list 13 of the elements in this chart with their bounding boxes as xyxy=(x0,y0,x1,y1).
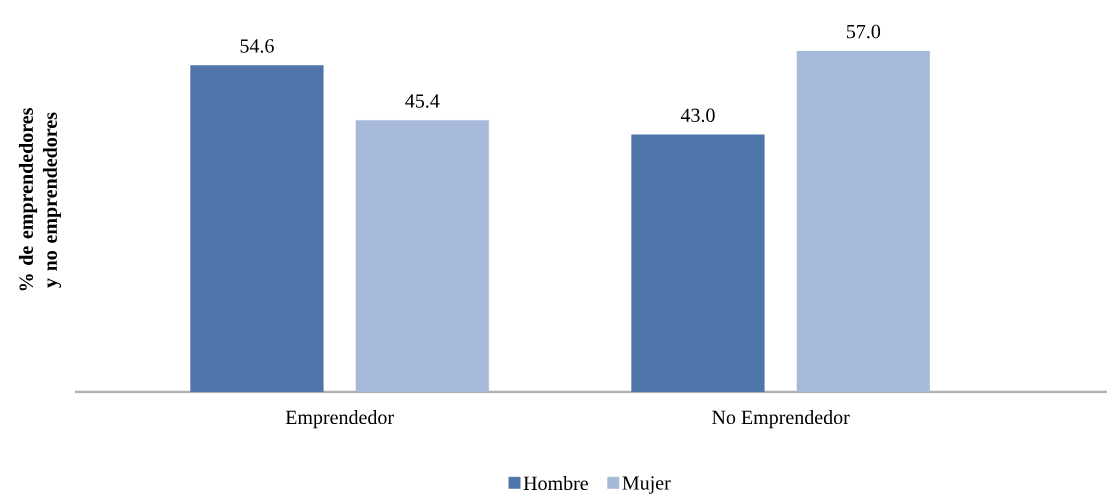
data-label: 54.6 xyxy=(240,39,274,53)
bar xyxy=(190,65,324,392)
data-label: 57.0 xyxy=(847,24,881,39)
legend-label: Mujer xyxy=(622,476,671,494)
bar xyxy=(796,50,930,392)
data-label: 43.0 xyxy=(680,108,715,123)
y-axis-title: % de emprendedores y no emprendedores xyxy=(18,108,62,291)
data-label: 45.4 xyxy=(405,94,440,108)
bar xyxy=(631,134,765,392)
x-tick-label: No Emprendedor xyxy=(712,410,850,429)
x-tick-label: Emprendedor xyxy=(285,410,394,429)
bar xyxy=(355,120,489,392)
legend-label: Hombre xyxy=(523,476,588,491)
